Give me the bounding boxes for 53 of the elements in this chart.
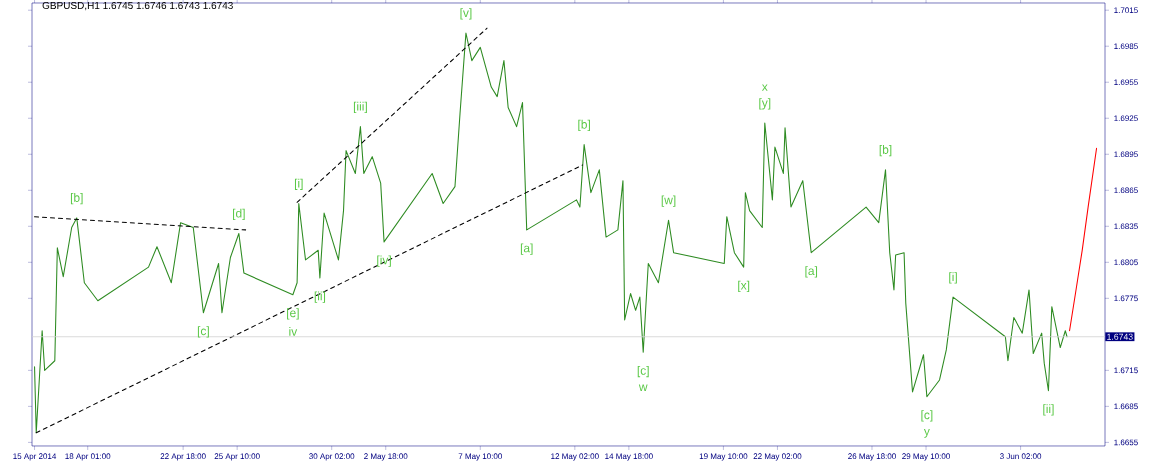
y-tick-label: 1.6985 xyxy=(1114,43,1138,50)
annotation: [y] xyxy=(759,98,771,110)
annotation: [i] xyxy=(294,178,303,190)
annotation: y xyxy=(923,429,930,438)
annotation: [c] xyxy=(921,410,933,422)
x-tick-label: 14 May 18:00 xyxy=(605,453,653,461)
y-tick-label: 1.6835 xyxy=(1114,223,1138,230)
y-tick-label: 1.6685 xyxy=(1114,403,1138,410)
annotation: [e] xyxy=(287,308,299,320)
annotation: w xyxy=(638,384,648,391)
x-tick-label: 26 May 18:00 xyxy=(848,453,896,461)
annotation: [d] xyxy=(233,208,245,220)
x-tick-label: 7 May 10:00 xyxy=(458,453,502,461)
x-tick-label: 2 May 18:00 xyxy=(364,453,408,461)
x-tick-label: 15 Apr 2014 xyxy=(13,453,57,461)
annotation: [b] xyxy=(70,193,83,205)
annotation: [x] xyxy=(738,280,750,292)
annotation: [ii] xyxy=(314,291,326,303)
annotation: [c] xyxy=(197,326,209,338)
x-tick-label: 19 May 10:00 xyxy=(699,453,748,461)
x-tick-label: 22 Apr 18:00 xyxy=(160,453,206,461)
x-tick-label: 18 Apr 01:00 xyxy=(65,453,111,461)
annotation: [c] xyxy=(637,365,649,378)
y-tick-label: 1.6895 xyxy=(1114,151,1138,158)
y-tick-label: 1.6805 xyxy=(1114,259,1138,266)
annotation: [w] xyxy=(661,195,676,207)
annotation: [a] xyxy=(520,243,533,255)
annotation: [a] xyxy=(805,266,818,278)
annotation: [b] xyxy=(879,145,892,157)
line-series xyxy=(1069,147,1098,332)
x-tick-label: 29 May 10:00 xyxy=(902,453,950,461)
chart-title: GBPUSD,H1 1.6745 1.6746 1.6743 1.6743 xyxy=(42,1,233,11)
annotation: iv xyxy=(289,326,298,336)
y-tick-label: 1.6775 xyxy=(1114,295,1138,302)
x-tick-label: 3 Jun 02:00 xyxy=(999,453,1042,460)
annotation: [i] xyxy=(949,272,957,284)
annotation: [v] xyxy=(460,8,472,20)
annotation: [ii] xyxy=(1043,404,1054,416)
x-tick-label: 25 Apr 10:00 xyxy=(214,453,260,461)
annotation: [iv] xyxy=(377,255,391,267)
y-tick-label: 1.6715 xyxy=(1114,367,1138,374)
y-tick-label: 1.6655 xyxy=(1114,439,1138,446)
x-tick-label: 22 May 02:00 xyxy=(753,453,802,461)
x-tick-label: 30 Apr 02:00 xyxy=(309,453,355,461)
y-tick-label: 1.6925 xyxy=(1114,115,1138,122)
y-tick-label: 1.7015 xyxy=(1114,7,1138,14)
annotation: x xyxy=(761,84,768,91)
annotation: [b] xyxy=(578,119,590,132)
y-tick-label: 1.6955 xyxy=(1114,79,1138,86)
ref-line-label: 1.6743 xyxy=(1107,333,1133,340)
annotation: [iii] xyxy=(353,101,367,114)
x-tick-label: 12 May 02:00 xyxy=(551,453,599,461)
y-tick-label: 1.6865 xyxy=(1114,187,1138,194)
